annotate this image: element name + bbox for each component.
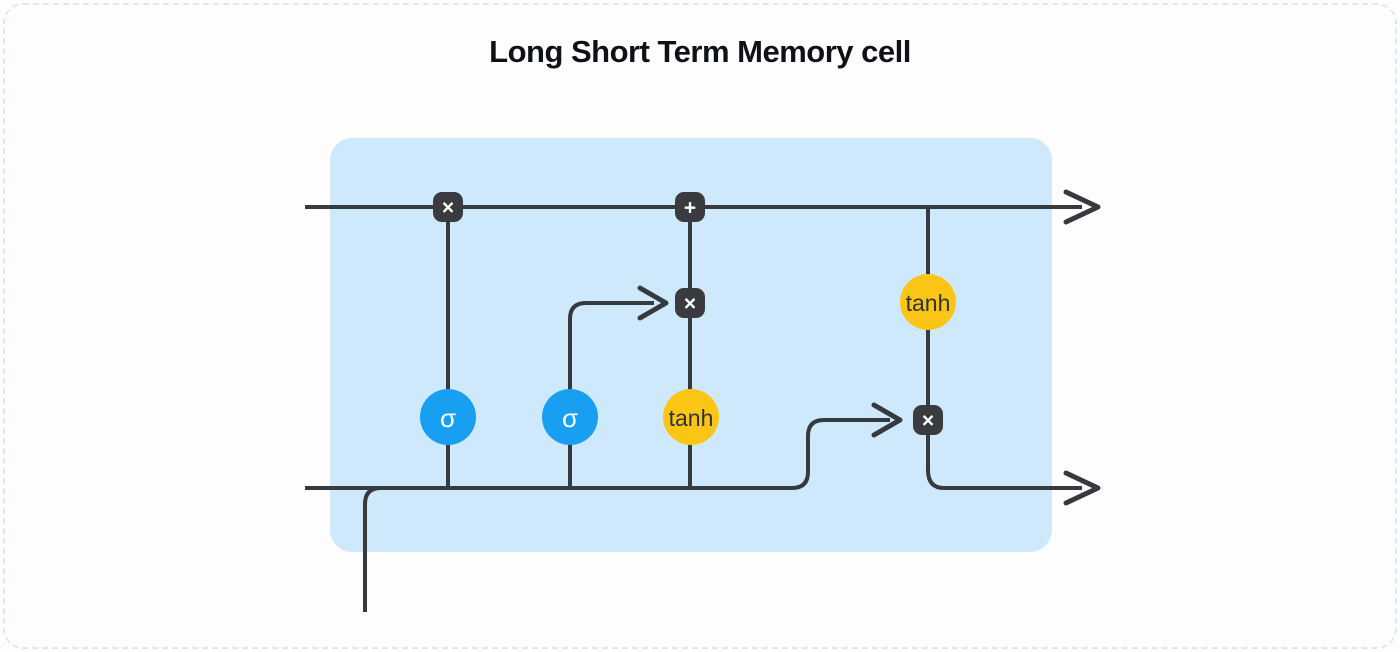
input-multiply-label: × [684, 293, 696, 316]
cell-add-op [675, 192, 705, 222]
hidden-state-output-line [926, 420, 1082, 490]
input-multiply-op [675, 288, 705, 318]
input-branch [363, 486, 382, 612]
cell-state-output-arrow-icon [1063, 189, 1101, 225]
output-multiply-op [913, 405, 943, 435]
diagram-title: Long Short Term Memory cell [489, 34, 911, 69]
input-gate-label: σ [562, 403, 578, 433]
forget-gate-sigmoid [420, 389, 476, 445]
candidate-tanh [663, 389, 719, 445]
hidden-state-line [305, 418, 890, 490]
output-tanh [900, 274, 956, 330]
forget-multiply-label: × [442, 197, 454, 220]
input-gate-branch [568, 301, 654, 488]
candidate-tanh-label: tanh [669, 405, 714, 431]
output-multiply-arrow-icon [871, 402, 903, 438]
forget-gate-label: σ [440, 403, 456, 433]
hidden-state-output-arrow-icon [1063, 470, 1101, 506]
input-multiply-arrow-icon [637, 285, 669, 321]
input-gate-sigmoid [542, 389, 598, 445]
output-tanh-label: tanh [906, 290, 951, 316]
cell-add-label: + [684, 197, 696, 220]
output-multiply-label: × [922, 410, 934, 433]
forget-multiply-op [433, 192, 463, 222]
